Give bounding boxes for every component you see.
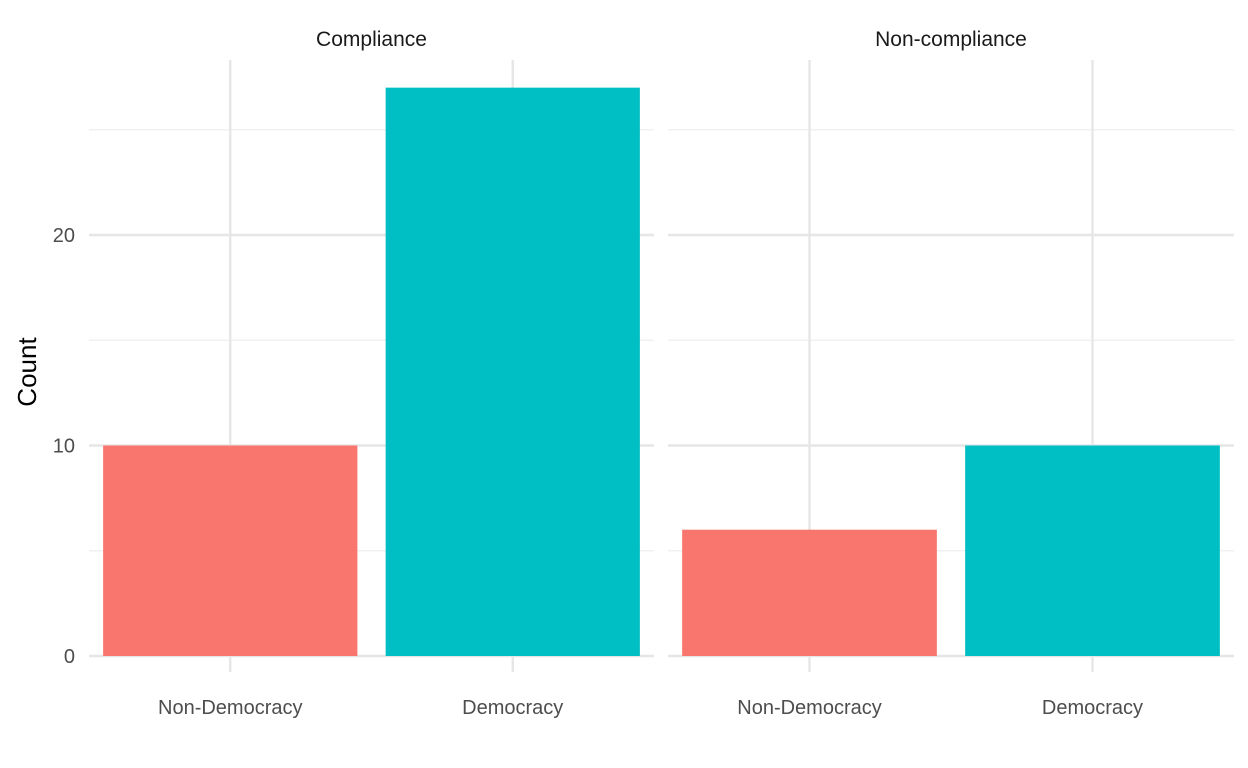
x-tick-label: Non-Democracy <box>158 697 302 719</box>
x-tick-label: Non-Democracy <box>737 697 881 719</box>
y-axis-tick-labels: 0 10 20 <box>53 225 75 668</box>
x-tick-label: Democracy <box>1042 697 1143 719</box>
bar-democracy <box>385 87 640 656</box>
facet-panel: Non-Democracy Democracy Compliance <box>89 28 654 719</box>
bar-democracy <box>965 445 1220 656</box>
facet-title: Non-compliance <box>875 28 1027 51</box>
y-tick-label: 0 <box>64 646 75 668</box>
facet-title: Compliance <box>316 28 427 51</box>
bar-non-democracy <box>682 529 937 656</box>
x-tick-label: Democracy <box>462 697 563 719</box>
facet-panels: Non-Democracy DemocracyComplianceNon-Demo… <box>89 28 1234 719</box>
y-axis-title: Count <box>12 337 42 407</box>
bar-non-democracy <box>103 445 358 656</box>
y-tick-label: 10 <box>53 436 75 458</box>
facet-panel: Non-Democracy Democracy Non-compliance <box>668 28 1234 719</box>
y-tick-label: 20 <box>53 225 75 247</box>
